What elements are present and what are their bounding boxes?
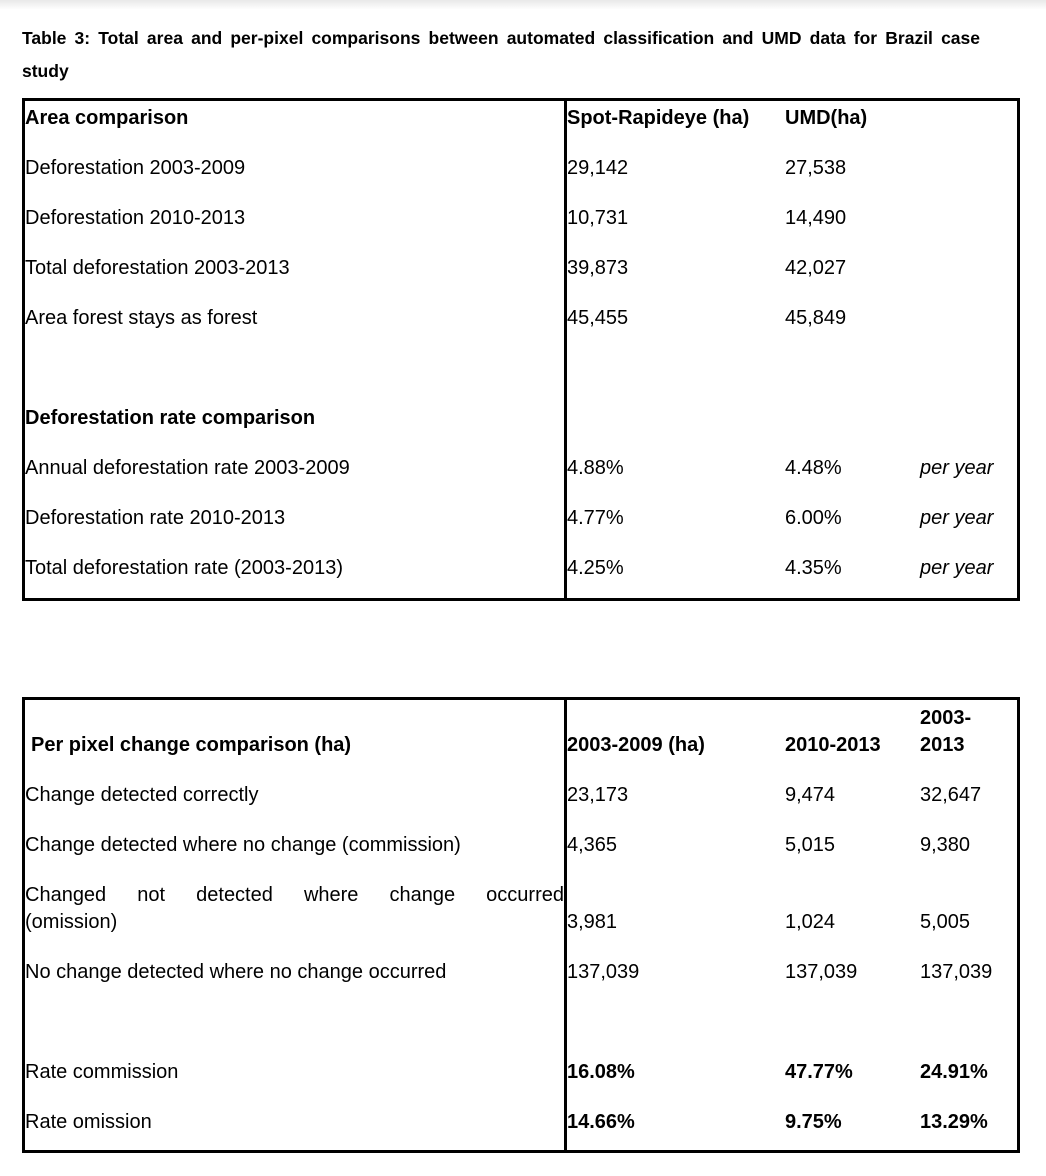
table-row: Change detected correctly 23,173 9,474 3… (25, 782, 1017, 809)
header-2003-2009: 2003-2009 (ha) (567, 734, 705, 756)
spot-value: 4.77% (567, 507, 624, 529)
value-2003-2013: 32,647 (920, 784, 982, 806)
value-2003-2013: 24.91% (920, 1061, 988, 1083)
row-label-line2: (omission) (25, 911, 118, 933)
row-label: Area forest stays as forest (25, 307, 258, 329)
value-2003-2009: 4,365 (567, 834, 618, 856)
row-label: Deforestation 2010-2013 (25, 207, 246, 229)
header-spot-rapideye: Spot-Rapideye (ha) (567, 107, 750, 129)
header-2003-2013: 2003- 2013 (920, 705, 1017, 759)
page-top-shadow (0, 0, 1046, 9)
value-2003-2009: 23,173 (567, 784, 629, 806)
area-comparison-table: Area comparison Spot-Rapideye (ha) UMD(h… (22, 98, 1020, 601)
row-label: Rate commission (25, 1061, 179, 1083)
unit-note: per year (920, 457, 994, 479)
value-2003-2013: 5,005 (920, 911, 971, 933)
table-caption: Table 3: Total area and per-pixel compar… (22, 28, 980, 81)
row-label: Deforestation rate 2010-2013 (25, 507, 286, 529)
value-2003-2009: 137,039 (567, 961, 640, 983)
table-row: Total deforestation rate (2003-2013) 4.2… (25, 555, 1017, 582)
spot-value: 39,873 (567, 257, 629, 279)
spot-value: 4.25% (567, 557, 624, 579)
value-2003-2013: 9,380 (920, 834, 971, 856)
row-label: Total deforestation 2003-2013 (25, 257, 290, 279)
section-title: Deforestation rate comparison (25, 407, 316, 429)
table-row: Rate omission 14.66% 9.75% 13.29% (25, 1109, 1017, 1136)
value-2010-2013: 9.75% (785, 1111, 842, 1133)
table-row: Changed not detected where change occurr… (25, 882, 1017, 936)
header-label: Area comparison (25, 107, 189, 129)
umd-value: 45,849 (785, 307, 847, 329)
value-2003-2009: 16.08% (567, 1061, 635, 1083)
table-row: Annual deforestation rate 2003-2009 4.88… (25, 455, 1017, 482)
section-title-row: Deforestation rate comparison (25, 405, 1017, 432)
header-2003-2013-line1: 2003- (920, 707, 972, 729)
table-row: Area forest stays as forest 45,455 45,84… (25, 305, 1017, 332)
row-label: Change detected where no change (commiss… (25, 834, 461, 856)
value-2010-2013: 47.77% (785, 1061, 853, 1083)
value-2010-2013: 9,474 (785, 784, 836, 806)
row-label: Total deforestation rate (2003-2013) (25, 557, 343, 579)
header-2010-2013: 2010-2013 (785, 734, 881, 756)
umd-value: 27,538 (785, 157, 847, 179)
table-row: Rate commission 16.08% 47.77% 24.91% (25, 1059, 1017, 1086)
table-row: Deforestation 2010-2013 10,731 14,490 (25, 205, 1017, 232)
table-row: Change detected where no change (commiss… (25, 832, 1017, 859)
value-2010-2013: 5,015 (785, 834, 836, 856)
row-label: Deforestation 2003-2009 (25, 157, 246, 179)
table-row: Deforestation rate 2010-2013 4.77% 6.00%… (25, 505, 1017, 532)
row-label: Change detected correctly (25, 784, 259, 806)
row-label: Changed not detected where change occurr… (25, 882, 564, 936)
spot-value: 4.88% (567, 457, 624, 479)
row-label: Annual deforestation rate 2003-2009 (25, 457, 350, 479)
table-header-row: Per pixel change comparison (ha) 2003-20… (25, 705, 1017, 759)
spot-value: 45,455 (567, 307, 629, 329)
umd-value: 6.00% (785, 507, 842, 529)
umd-value: 42,027 (785, 257, 847, 279)
table-row: No change detected where no change occur… (25, 959, 1017, 986)
umd-value: 4.48% (785, 457, 842, 479)
umd-value: 14,490 (785, 207, 847, 229)
value-2003-2009: 3,981 (567, 911, 618, 933)
row-label: Rate omission (25, 1111, 152, 1133)
table-row: Deforestation 2003-2009 29,142 27,538 (25, 155, 1017, 182)
header-2003-2013-line2: 2013 (920, 734, 965, 756)
column-divider (564, 700, 567, 1150)
unit-note: per year (920, 557, 994, 579)
unit-note: per year (920, 507, 994, 529)
umd-value: 4.35% (785, 557, 842, 579)
spot-value: 29,142 (567, 157, 629, 179)
value-2010-2013: 1,024 (785, 911, 836, 933)
value-2010-2013: 137,039 (785, 961, 858, 983)
value-2003-2009: 14.66% (567, 1111, 635, 1133)
table-header-row: Area comparison Spot-Rapideye (ha) UMD(h… (25, 105, 1017, 132)
header-label: Per pixel change comparison (ha) (31, 734, 352, 756)
row-label-line1: Changed not detected where change occurr… (25, 884, 564, 906)
row-label: No change detected where no change occur… (25, 961, 447, 983)
table-row: Total deforestation 2003-2013 39,873 42,… (25, 255, 1017, 282)
value-2003-2013: 137,039 (920, 961, 993, 983)
blank-row (25, 355, 1017, 382)
header-umd: UMD(ha) (785, 107, 868, 129)
per-pixel-table: Per pixel change comparison (ha) 2003-20… (22, 697, 1020, 1153)
column-divider (564, 101, 567, 598)
spot-value: 10,731 (567, 207, 629, 229)
value-2003-2013: 13.29% (920, 1111, 988, 1133)
blank-row (25, 1009, 1017, 1036)
